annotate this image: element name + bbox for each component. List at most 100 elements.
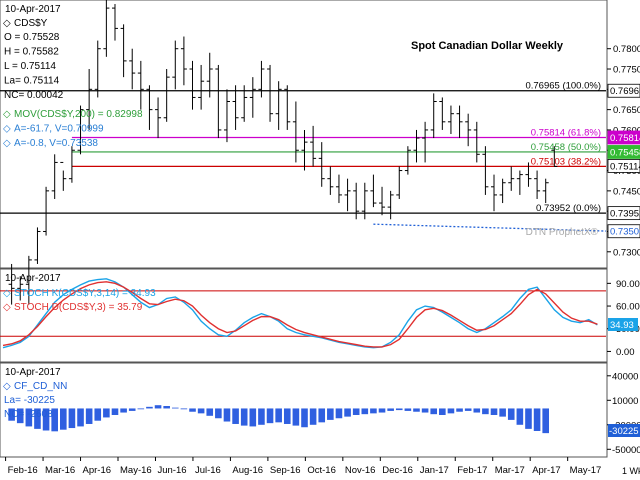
period-label: 1 Wk <box>622 466 640 476</box>
study-diamond-icon: ◇ <box>3 138 11 149</box>
price-bar <box>439 97 446 130</box>
price-panel-frame <box>0 0 608 269</box>
trend-line-segment <box>373 223 607 232</box>
cot-bar <box>344 408 351 417</box>
price-date: 10-Apr-2017 <box>5 4 61 15</box>
price-bar <box>223 89 230 143</box>
x-tick-label: Dec-16 <box>382 465 413 476</box>
price-bar <box>8 263 15 305</box>
price-badge: 0.73506 <box>610 227 640 238</box>
cot-tick-label: -50000 <box>612 445 640 456</box>
price-bar <box>516 170 523 195</box>
cot-bar <box>25 408 33 427</box>
x-tick-label: Mar-16 <box>45 465 75 476</box>
cot-bar <box>77 408 84 427</box>
price-bar <box>422 121 429 163</box>
cot-bar <box>240 408 248 426</box>
cot-bar <box>370 408 377 414</box>
cot-bar <box>206 408 214 416</box>
stoch-badge: 34.93 <box>610 320 634 331</box>
price-symbol: CDS$Y <box>14 18 48 29</box>
cot-date: 10-Apr-2017 <box>5 367 61 378</box>
stoch-k-diamond-icon: ◇ <box>3 288 11 299</box>
cot-bar <box>8 408 15 421</box>
price-bar <box>43 186 50 236</box>
price-bar <box>542 178 549 204</box>
x-tick-label: May-16 <box>120 465 152 476</box>
cot-bar <box>275 408 282 423</box>
cot-bar <box>42 408 50 431</box>
cot-bar <box>473 408 481 413</box>
stoch-reference-lines <box>0 290 606 337</box>
x-tick-label: Apr-17 <box>532 465 561 476</box>
price-bar <box>120 24 127 78</box>
price-bar <box>249 77 256 118</box>
price-badge-bg <box>607 206 640 221</box>
stoch-panel-frame <box>0 268 608 363</box>
cot-diamond-icon: ◇ <box>3 381 11 392</box>
cot-bar <box>387 408 394 411</box>
price-bar <box>111 4 118 41</box>
price-badge-bg <box>607 159 640 173</box>
price-bar <box>482 146 489 195</box>
price-bar <box>292 101 299 163</box>
cot-bar <box>378 408 386 413</box>
x-tick-label: Aug-16 <box>232 465 263 476</box>
price-bar <box>103 0 110 57</box>
price-bar <box>146 85 153 130</box>
cot-name: CF_CD_NN <box>14 381 67 392</box>
stoch-series-line <box>2 281 598 348</box>
price-bar <box>310 125 317 167</box>
x-tick-label: May-17 <box>570 465 602 476</box>
x-tick-label: Feb-16 <box>8 465 38 476</box>
x-tick-label: Sep-16 <box>270 465 301 476</box>
cot-bar <box>335 408 343 419</box>
cot-bar <box>171 407 179 409</box>
cot-bar <box>232 408 239 424</box>
cot-bar <box>525 408 532 429</box>
watermark: DTN ProphetX® <box>526 227 599 238</box>
cot-bar <box>352 408 360 415</box>
trend-line <box>373 223 607 232</box>
price-bar <box>34 227 41 264</box>
price-bar <box>155 97 162 139</box>
price-bar <box>344 178 351 212</box>
price-bar <box>172 40 179 90</box>
stoch-tick-label: 0.00 <box>616 347 635 358</box>
stoch-d-diamond-icon: ◇ <box>3 302 11 313</box>
price-bar <box>68 146 75 183</box>
price-bar <box>430 93 437 139</box>
cot-bar <box>318 408 326 423</box>
price-badge: 0.75814 <box>610 133 640 144</box>
cot-bar <box>180 408 188 410</box>
price-badge-bg <box>607 130 640 145</box>
cot-bar <box>266 408 274 424</box>
cot-bar <box>542 408 549 434</box>
cot-bar <box>154 405 162 409</box>
study-line: A=-0.8, V=0.73538 <box>14 138 98 149</box>
price-bar <box>206 52 213 98</box>
price-bar <box>447 105 454 134</box>
price-bar <box>396 166 403 199</box>
cot-bar <box>456 408 463 412</box>
price-bar <box>301 129 308 171</box>
ohlc-line: La= 0.75114 <box>4 76 60 87</box>
cot-bar <box>327 408 334 420</box>
cot-bar <box>499 408 506 417</box>
price-bar <box>525 162 532 187</box>
price-bar <box>86 69 93 130</box>
price-bar <box>215 64 222 139</box>
cot-bar <box>223 408 231 422</box>
cot-tick-label: 40000 <box>612 371 638 382</box>
ohlc-line: H = 0.75582 <box>4 47 59 58</box>
ohlc-line: L = 0.75114 <box>4 61 56 72</box>
price-bar <box>413 129 420 163</box>
x-tick-label: Apr-16 <box>83 465 112 476</box>
study-line: MOV(CDS$Y,200) = 0.82998 <box>14 109 143 120</box>
fib-label: 0.73952 (0.0%) <box>536 203 601 214</box>
cot-bar <box>137 408 145 410</box>
stoch-lines <box>2 278 598 349</box>
